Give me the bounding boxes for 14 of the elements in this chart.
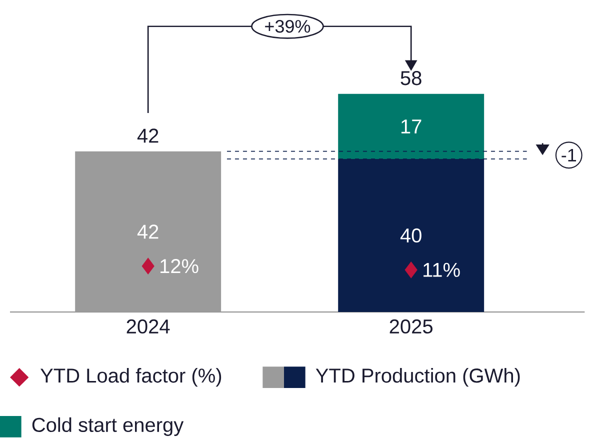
text: +39% bbox=[265, 20, 310, 33]
legend-label: YTD Production (GWh) bbox=[316, 368, 520, 387]
legend-label: Cold start energy bbox=[32, 417, 184, 436]
data-label: 17 bbox=[401, 120, 422, 134]
legend-label: YTD Load factor (%) bbox=[40, 368, 222, 387]
total-label: 42 bbox=[137, 128, 158, 143]
x-tick-label: 2024 bbox=[126, 319, 170, 334]
data-label: 12% bbox=[160, 259, 198, 274]
data-label: 42 bbox=[137, 224, 158, 239]
data-label: 40 bbox=[400, 228, 422, 243]
data-label: 11% bbox=[424, 262, 460, 277]
annotation: -1 bbox=[562, 148, 576, 162]
x-tick-label: 2025 bbox=[390, 319, 432, 334]
total-label: 58 bbox=[400, 71, 422, 86]
